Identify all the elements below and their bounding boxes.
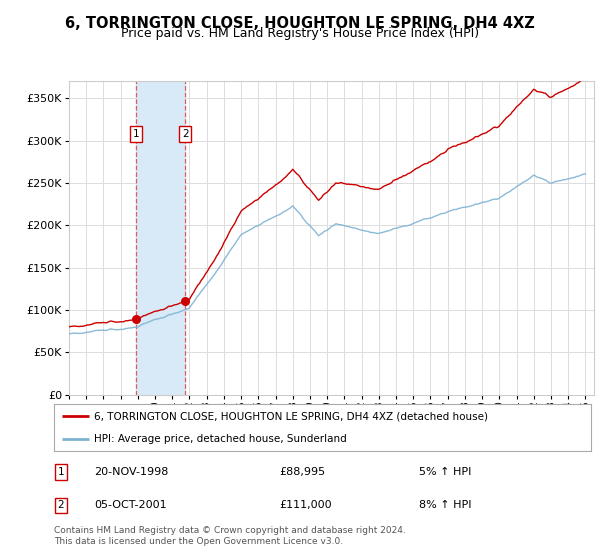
Text: 5% ↑ HPI: 5% ↑ HPI [419,467,472,477]
Text: Contains HM Land Registry data © Crown copyright and database right 2024.
This d: Contains HM Land Registry data © Crown c… [54,526,406,546]
Text: 2: 2 [58,501,64,511]
Text: 1: 1 [133,129,139,139]
Text: Price paid vs. HM Land Registry's House Price Index (HPI): Price paid vs. HM Land Registry's House … [121,27,479,40]
Text: 2: 2 [182,129,188,139]
Text: £111,000: £111,000 [280,501,332,511]
Text: £88,995: £88,995 [280,467,326,477]
Text: 20-NOV-1998: 20-NOV-1998 [94,467,169,477]
Text: HPI: Average price, detached house, Sunderland: HPI: Average price, detached house, Sund… [94,433,347,444]
Text: 1: 1 [58,467,64,477]
Text: 6, TORRINGTON CLOSE, HOUGHTON LE SPRING, DH4 4XZ: 6, TORRINGTON CLOSE, HOUGHTON LE SPRING,… [65,16,535,31]
Bar [136,81,185,395]
Text: 8% ↑ HPI: 8% ↑ HPI [419,501,472,511]
Text: 05-OCT-2001: 05-OCT-2001 [94,501,167,511]
Text: 6, TORRINGTON CLOSE, HOUGHTON LE SPRING, DH4 4XZ (detached house): 6, TORRINGTON CLOSE, HOUGHTON LE SPRING,… [94,412,488,422]
